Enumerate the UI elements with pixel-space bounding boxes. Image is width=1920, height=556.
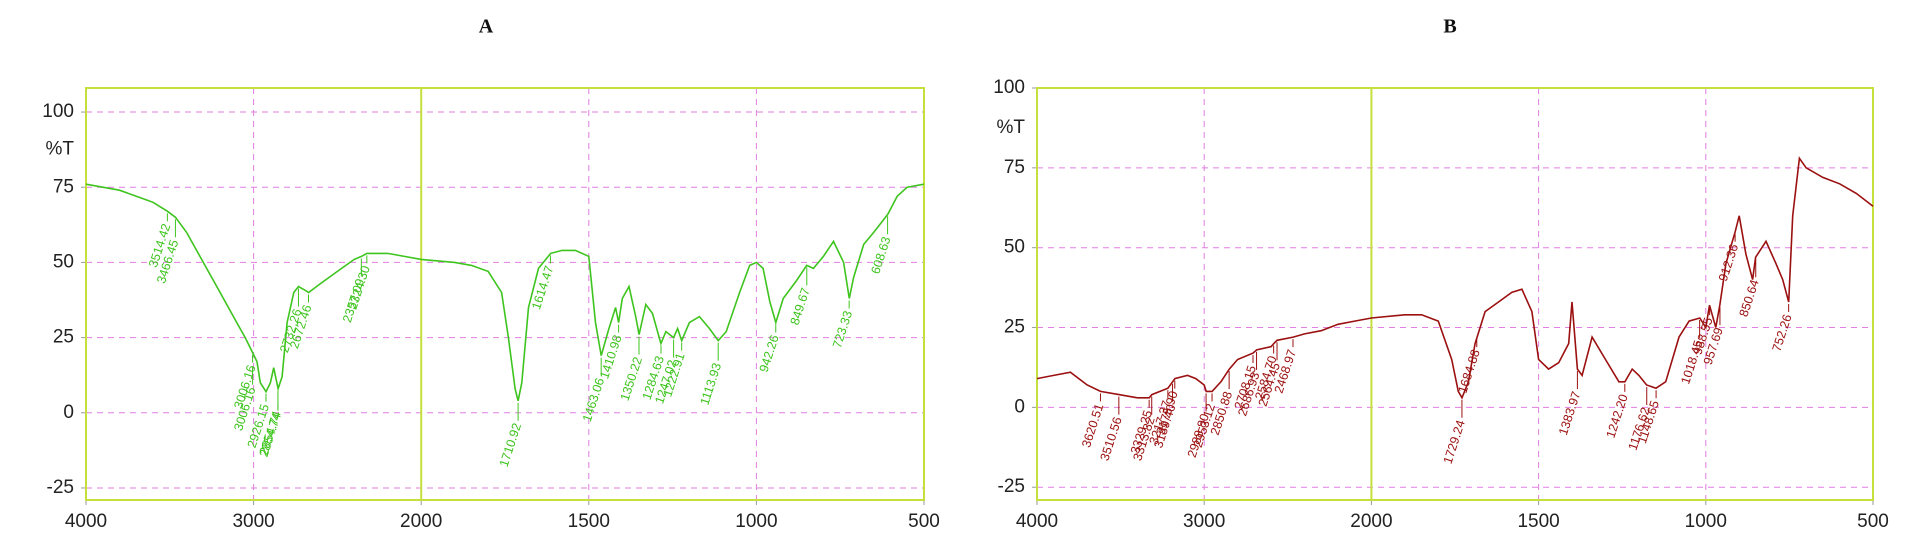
y-tick-label: 25 [53, 327, 74, 348]
y-tick-label: -25 [998, 476, 1025, 497]
plot-frame [85, 87, 925, 501]
x-tick-label: 1500 [568, 511, 610, 532]
peak-label: 1410.98 [597, 333, 624, 380]
peak-label: 1710.92 [497, 421, 524, 468]
x-tick-label: 1000 [1685, 511, 1727, 532]
spectrum-line [85, 183, 925, 401]
x-tick-label: 500 [1857, 511, 1889, 532]
x-tick-label: 500 [908, 511, 940, 532]
panel-title: B [1443, 16, 1456, 38]
peak-label: 1463.06 [580, 376, 607, 423]
y-axis-label: %T [997, 117, 1026, 138]
peak-label: 3510.56 [1098, 415, 1125, 462]
y-tick-label: 50 [1004, 237, 1025, 258]
peak-label: 752.26 [1770, 313, 1795, 354]
y-tick-label: 100 [993, 77, 1025, 98]
x-tick-label: 4000 [1016, 511, 1058, 532]
peak-label: 850.64 [1737, 278, 1762, 319]
peak-label: 1242.20 [1604, 392, 1631, 439]
peak-label: 942.26 [757, 333, 782, 374]
x-tick-label: 2000 [1350, 511, 1392, 532]
peak-label: 1383.97 [1556, 390, 1583, 437]
peak-label: 1684.88 [1455, 348, 1482, 395]
y-tick-label: 0 [1014, 396, 1025, 417]
x-tick-label: 3000 [1183, 511, 1225, 532]
x-tick-label: 1000 [735, 511, 777, 532]
peak-label: 849.67 [788, 286, 813, 327]
panel-title: A [479, 16, 494, 38]
y-tick-label: 50 [53, 251, 74, 272]
spectrum-line [1036, 156, 1874, 400]
peak-label: 608.63 [868, 235, 893, 276]
y-tick-label: 0 [63, 402, 74, 423]
y-tick-label: 100 [42, 101, 74, 122]
peak-label: 1729.24 [1441, 418, 1468, 465]
peak-label: 723.33 [830, 309, 855, 350]
plot-frame [1036, 87, 1874, 501]
x-tick-label: 3000 [232, 511, 274, 532]
y-axis-label: %T [46, 139, 75, 160]
x-tick-label: 1500 [1517, 511, 1559, 532]
x-tick-label: 2000 [400, 511, 442, 532]
peak-label: 1113.93 [697, 361, 724, 407]
y-tick-label: -25 [47, 477, 74, 498]
panel: B -25 0 25 50 75 100 %T 4000 3000 2000 1500 1000 500 3… [993, 16, 1889, 532]
peak-label: 912.36 [1716, 242, 1741, 283]
y-tick-label: 75 [1004, 157, 1025, 178]
y-tick-label: 75 [53, 176, 74, 197]
y-tick-label: 25 [1004, 317, 1025, 338]
x-tick-label: 4000 [65, 511, 107, 532]
